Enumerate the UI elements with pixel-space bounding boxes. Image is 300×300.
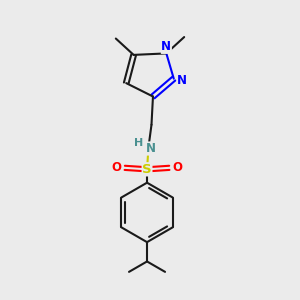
Text: O: O xyxy=(172,161,183,174)
Text: N: N xyxy=(161,40,171,53)
Text: N: N xyxy=(177,74,187,87)
Text: N: N xyxy=(146,142,156,155)
Text: S: S xyxy=(142,163,152,176)
Text: O: O xyxy=(111,161,122,174)
Text: H: H xyxy=(134,139,144,148)
